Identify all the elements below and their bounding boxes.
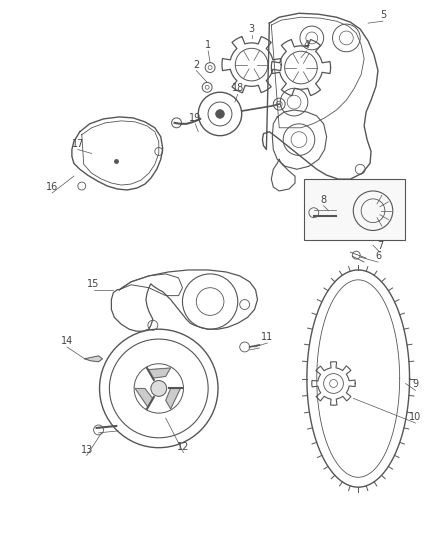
Text: 8: 8	[321, 195, 327, 205]
Text: 18: 18	[232, 83, 244, 93]
Text: 12: 12	[177, 442, 190, 451]
Text: 14: 14	[61, 336, 73, 346]
Text: 4: 4	[304, 40, 310, 50]
Text: 19: 19	[189, 113, 201, 123]
Circle shape	[215, 110, 224, 118]
Text: 1: 1	[205, 40, 211, 50]
Text: 16: 16	[46, 182, 58, 192]
Polygon shape	[148, 368, 171, 378]
Text: 13: 13	[81, 445, 93, 455]
Text: 5: 5	[380, 10, 386, 20]
Circle shape	[151, 381, 167, 397]
Text: 3: 3	[248, 24, 254, 34]
Text: 2: 2	[193, 60, 199, 70]
Text: 9: 9	[413, 379, 419, 390]
Polygon shape	[166, 389, 180, 409]
Polygon shape	[135, 389, 153, 407]
Text: 6: 6	[375, 251, 381, 261]
Text: 7: 7	[377, 241, 383, 251]
Text: 11: 11	[261, 332, 273, 342]
Text: 10: 10	[410, 412, 422, 422]
Bar	[304, 179, 405, 240]
Polygon shape	[85, 356, 102, 362]
Text: 15: 15	[88, 279, 100, 289]
Text: 17: 17	[72, 139, 84, 149]
